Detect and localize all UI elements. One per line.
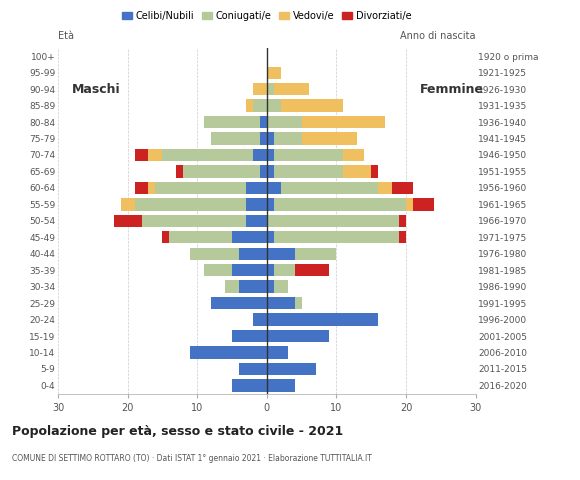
Bar	[267, 67, 281, 79]
Bar	[190, 248, 239, 260]
Bar	[135, 198, 246, 211]
Bar	[274, 165, 343, 178]
Bar	[267, 99, 281, 112]
Bar	[267, 297, 295, 309]
Bar	[267, 313, 378, 326]
Bar	[232, 264, 267, 276]
Bar	[142, 215, 246, 227]
Bar	[267, 330, 329, 342]
Bar	[232, 231, 267, 243]
Bar	[343, 149, 364, 161]
Bar	[295, 297, 302, 309]
Bar	[274, 149, 343, 161]
Bar	[135, 149, 148, 161]
Bar	[239, 280, 267, 293]
Bar	[246, 198, 267, 211]
Bar	[204, 116, 260, 128]
Bar	[378, 182, 392, 194]
Bar	[246, 182, 267, 194]
Bar	[260, 132, 267, 144]
Text: COMUNE DI SETTIMO ROTTARO (TO) · Dati ISTAT 1° gennaio 2021 · Elaborazione TUTTI: COMUNE DI SETTIMO ROTTARO (TO) · Dati IS…	[12, 454, 371, 463]
Bar	[176, 165, 183, 178]
Bar	[302, 116, 385, 128]
Bar	[211, 297, 267, 309]
Bar	[267, 231, 274, 243]
Bar	[239, 248, 267, 260]
Bar	[162, 231, 169, 243]
Bar	[190, 346, 267, 359]
Bar	[274, 280, 288, 293]
Bar	[267, 363, 316, 375]
Bar	[260, 165, 267, 178]
Bar	[232, 379, 267, 392]
Bar	[295, 248, 336, 260]
Bar	[267, 264, 274, 276]
Bar	[267, 83, 274, 96]
Bar	[239, 363, 267, 375]
Bar	[399, 231, 406, 243]
Bar	[246, 215, 267, 227]
Bar	[392, 182, 413, 194]
Bar	[121, 198, 135, 211]
Bar	[162, 149, 253, 161]
Bar	[148, 182, 155, 194]
Bar	[274, 198, 406, 211]
Bar	[399, 215, 406, 227]
Bar	[246, 99, 253, 112]
Bar	[267, 280, 274, 293]
Bar	[232, 330, 267, 342]
Bar	[211, 132, 260, 144]
Bar	[204, 264, 232, 276]
Bar	[253, 83, 267, 96]
Text: Anno di nascita: Anno di nascita	[400, 31, 476, 41]
Text: Popolazione per età, sesso e stato civile - 2021: Popolazione per età, sesso e stato civil…	[12, 425, 343, 438]
Bar	[148, 149, 162, 161]
Bar	[281, 99, 343, 112]
Bar	[274, 83, 309, 96]
Bar	[267, 379, 295, 392]
Bar	[274, 132, 302, 144]
Bar	[302, 132, 357, 144]
Bar	[260, 116, 267, 128]
Bar	[281, 182, 378, 194]
Bar	[295, 264, 329, 276]
Bar	[253, 149, 267, 161]
Bar	[406, 198, 413, 211]
Bar	[267, 165, 274, 178]
Text: Femmine: Femmine	[420, 83, 484, 96]
Bar	[114, 215, 142, 227]
Text: Età: Età	[58, 31, 74, 41]
Bar	[155, 182, 246, 194]
Bar	[267, 346, 288, 359]
Bar	[267, 248, 295, 260]
Bar	[253, 99, 267, 112]
Bar	[267, 198, 274, 211]
Bar	[267, 132, 274, 144]
Bar	[371, 165, 378, 178]
Bar	[253, 313, 267, 326]
Bar	[267, 116, 302, 128]
Bar	[267, 149, 274, 161]
Bar	[225, 280, 239, 293]
Text: Maschi: Maschi	[72, 83, 121, 96]
Legend: Celibi/Nubili, Coniugati/e, Vedovi/e, Divorziati/e: Celibi/Nubili, Coniugati/e, Vedovi/e, Di…	[118, 7, 415, 25]
Bar	[413, 198, 434, 211]
Bar	[267, 215, 399, 227]
Bar	[274, 231, 399, 243]
Bar	[169, 231, 232, 243]
Bar	[135, 182, 148, 194]
Bar	[183, 165, 260, 178]
Bar	[343, 165, 371, 178]
Bar	[267, 182, 281, 194]
Bar	[274, 264, 295, 276]
